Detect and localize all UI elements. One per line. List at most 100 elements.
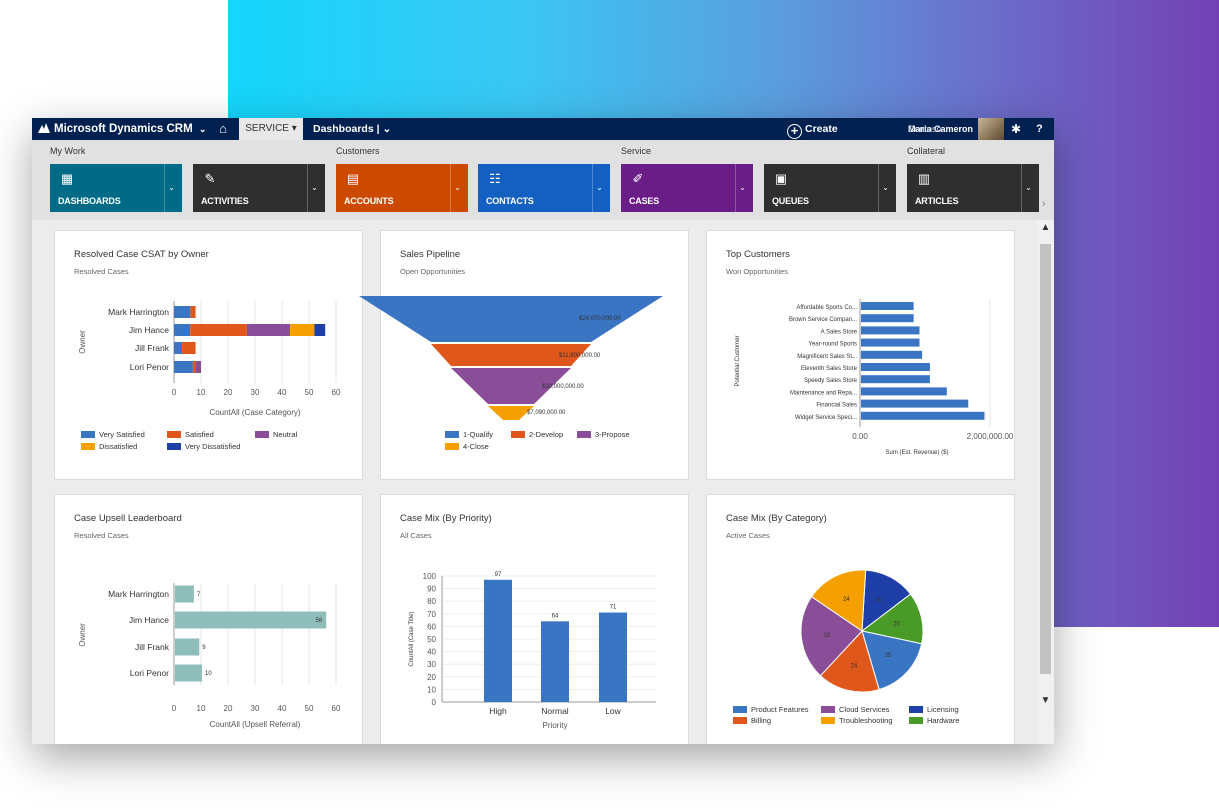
group-label-customers: Customers [336, 146, 380, 156]
bar-segment-satisfied [192, 361, 196, 373]
legend-label: 2-Develop [529, 430, 563, 439]
y-tick-label: 30 [427, 660, 436, 669]
x-tick-label: 10 [197, 704, 206, 713]
legend-swatch [733, 706, 747, 713]
pie-slice-billing [819, 630, 880, 693]
legend-swatch [733, 717, 747, 724]
category-label: Maintenance and Repa... [790, 390, 857, 396]
dashboards-menu[interactable]: Dashboards | ⌄ [313, 123, 392, 135]
chevron-down-icon[interactable]: ⌄ [450, 164, 464, 212]
csat-by-owner-card: Resolved Case CSAT by Owner Resolved Cas… [54, 230, 363, 480]
nav-tile-accounts[interactable]: ▤ ACCOUNTS ⌄ [336, 164, 468, 212]
legend-label: Very Satisfied [99, 430, 145, 439]
legend-swatch [577, 431, 591, 438]
y-tick-label: 10 [427, 685, 436, 694]
sitemap-navigation: My Work Customers Service Collateral ▦ DA… [32, 140, 1054, 220]
upsell-chart: 0 10 20 30 40 50 60 Mark Harrington 7 Jim Hance 56… [78, 583, 341, 729]
dynamics-logo-icon [38, 123, 50, 133]
scroll-thumb[interactable] [1040, 244, 1051, 674]
x-tick-label: 40 [278, 704, 287, 713]
legend-label: Cloud Services [839, 705, 890, 714]
category-label: Jim Hance [129, 615, 169, 625]
funnel-stage-2-develop [431, 344, 591, 366]
pie-slice-licensing [861, 569, 912, 633]
legend-label: 4-Close [463, 442, 489, 451]
settings-gear-icon[interactable]: ✱ [1011, 122, 1022, 136]
category-label: Jill Frank [135, 642, 170, 652]
customer-bar [861, 326, 920, 335]
nav-tile-cases[interactable]: ✐ CASES ⌄ [621, 164, 753, 212]
funnel-value-label: $24,070,000.00 [579, 316, 621, 322]
customer-bar [861, 350, 923, 359]
category-label: Affordable Sports Co... [796, 305, 857, 311]
nav-scroll-right-icon[interactable]: › [1042, 198, 1046, 210]
nav-tile-dashboards[interactable]: ▦ DASHBOARDS ⌄ [50, 164, 182, 212]
customer-bar [861, 338, 920, 347]
chevron-down-icon[interactable]: ⌄ [307, 164, 321, 212]
y-axis-label: CountAll (Case Title) [409, 611, 415, 666]
brand-chevron-icon: ⌄ [198, 124, 207, 134]
y-tick-label: 60 [427, 622, 436, 631]
legend-label: 3-Propose [595, 430, 630, 439]
chevron-down-icon[interactable]: ⌄ [1021, 164, 1035, 212]
category-label: Lori Penor [130, 668, 169, 678]
chart-subtitle: Resolved Cases [74, 531, 129, 540]
data-label: 10 [205, 671, 212, 677]
nav-tile-activities[interactable]: ✎ ACTIVITIES ⌄ [193, 164, 325, 212]
crm-window: Microsoft Dynamics CRM ⌄ ⌂ SERVICE ▾ Das… [32, 118, 1054, 744]
chevron-down-icon[interactable]: ⌄ [878, 164, 892, 212]
chevron-down-icon[interactable]: ⌄ [592, 164, 606, 212]
y-tick-label: 100 [423, 572, 437, 581]
category-label: Financial Sales [816, 403, 857, 409]
help-icon[interactable]: ? [1036, 123, 1043, 135]
nav-tile-queues[interactable]: ▣ QUEUES ⌄ [764, 164, 896, 212]
x-axis-label: CountAll (Upsell Referral) [210, 720, 301, 729]
home-icon[interactable]: ⌂ [219, 121, 227, 136]
bar-segment-very-satisfied [174, 324, 191, 336]
bar-segment-neutral [246, 324, 291, 336]
group-label-collateral: Collateral [907, 146, 946, 156]
vertical-scrollbar[interactable]: ▲ ▼ [1037, 220, 1054, 744]
y-tick-label: 70 [427, 610, 436, 619]
y-tick-label: 0 [432, 698, 437, 707]
slice-label: 25 [885, 653, 892, 659]
y-axis-label: Potential Customer [735, 335, 741, 386]
x-tick-label: 30 [251, 388, 260, 397]
contacts-icon: ☷ [489, 171, 501, 186]
service-area-tab[interactable]: SERVICE ▾ [239, 118, 303, 140]
x-tick-label: 2,000,000.00 [967, 432, 1014, 441]
scroll-up-icon[interactable]: ▲ [1040, 222, 1051, 233]
upsell-leaderboard-card: Case Upsell Leaderboard Resolved Cases 0… [54, 494, 363, 744]
bar-segment-satisfied [190, 324, 247, 336]
bar-segment-very-satisfied [174, 306, 191, 318]
chart-title: Top Customers [726, 249, 790, 260]
legend-label: Dissatisfied [99, 442, 137, 451]
legend-label: Billing [751, 716, 771, 725]
x-tick-label: 0.00 [852, 432, 868, 441]
chevron-down-icon[interactable]: ⌄ [735, 164, 749, 212]
legend-swatch [909, 717, 923, 724]
upsell-bar [175, 611, 327, 629]
app-brand-menu[interactable]: Microsoft Dynamics CRM ⌄ [38, 118, 206, 140]
legend-label: Hardware [927, 716, 960, 725]
chevron-down-icon[interactable]: ⌄ [164, 164, 178, 212]
activities-icon: ✎ [204, 171, 216, 186]
nav-tile-articles[interactable]: ▥ ARTICLES ⌄ [907, 164, 1039, 212]
scroll-down-icon[interactable]: ▼ [1040, 695, 1051, 706]
x-tick-label: 40 [278, 388, 287, 397]
customer-bar [861, 363, 930, 371]
slice-label: 24 [851, 663, 858, 669]
priority-bar-normal [541, 621, 569, 702]
chart-title: Case Upsell Leaderboard [74, 513, 182, 524]
legend-swatch [445, 443, 459, 450]
user-avatar[interactable] [978, 118, 1004, 140]
funnel-value-label: $11,800,000.00 [559, 353, 601, 359]
user-name[interactable]: Maria Cameron [908, 124, 974, 134]
y-tick-label: 40 [427, 648, 436, 657]
create-button[interactable]: + Create [787, 118, 838, 140]
category-label: Year-round Sports [809, 342, 857, 348]
x-tick-label: 10 [197, 388, 206, 397]
nav-tile-contacts[interactable]: ☷ CONTACTS ⌄ [478, 164, 610, 212]
slice-label: 24 [843, 597, 850, 603]
y-axis-label: Owner [78, 623, 87, 647]
